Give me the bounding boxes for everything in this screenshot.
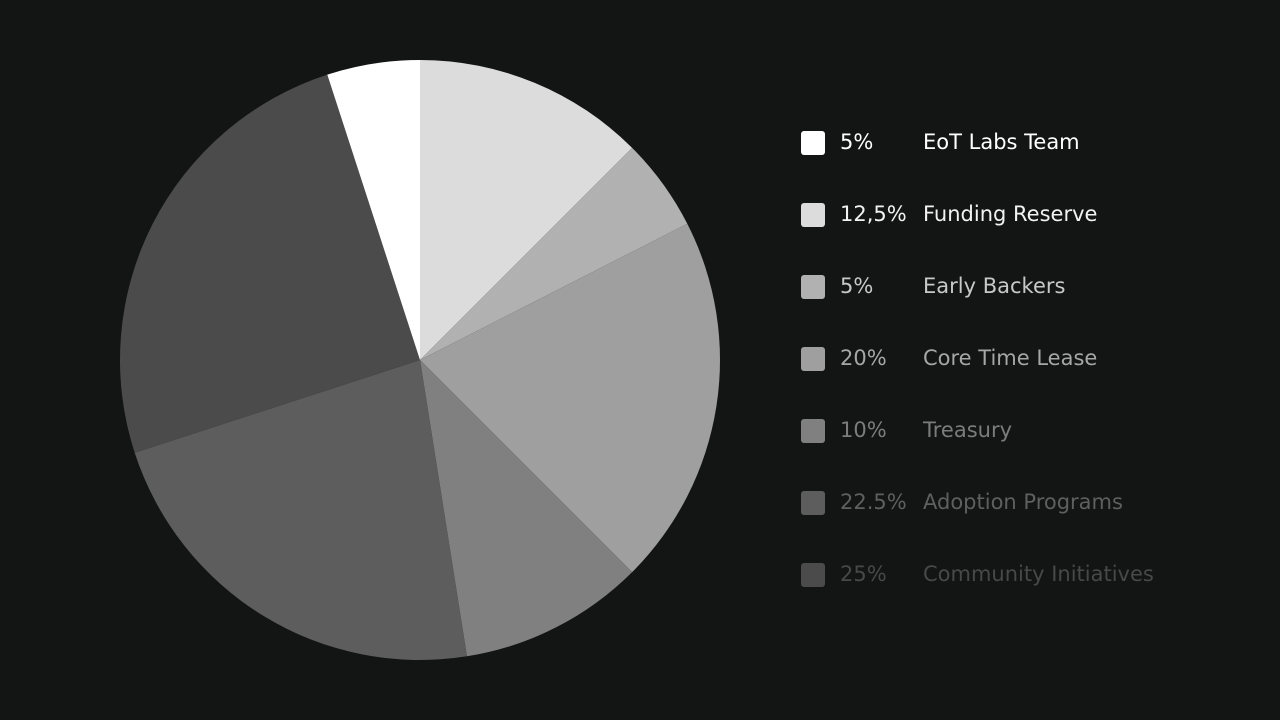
legend-percent: 20% (840, 346, 887, 370)
legend-item-adoption-programs: 22.5% Adoption Programs (801, 478, 1221, 550)
legend-label: Funding Reserve (923, 202, 1098, 226)
pie-slice-adoption-programs (134, 360, 467, 661)
pie-slice-early-backers (420, 147, 688, 360)
pie-chart (119, 60, 720, 661)
legend-swatch (801, 275, 825, 299)
legend-swatch (801, 203, 825, 227)
legend-swatch (801, 347, 825, 371)
legend-swatch (801, 419, 825, 443)
legend-swatch (801, 563, 825, 587)
legend-item-treasury: 10% Treasury (801, 406, 1221, 478)
legend-item-funding-reserve: 12,5% Funding Reserve (801, 190, 1221, 262)
legend-label: Early Backers (923, 274, 1066, 298)
pie-slice-treasury (420, 360, 633, 657)
legend-swatch (801, 491, 825, 515)
legend-item-core-time-lease: 20% Core Time Lease (801, 334, 1221, 406)
legend-percent: 12,5% (840, 202, 907, 226)
legend-percent: 22.5% (840, 490, 907, 514)
legend-label: Community Initiatives (923, 562, 1154, 586)
legend-label: Adoption Programs (923, 490, 1123, 514)
pie-slice-core-time-lease (420, 223, 720, 573)
legend-label: EoT Labs Team (923, 130, 1080, 154)
legend-percent: 5% (840, 130, 874, 154)
legend-label: Treasury (923, 418, 1013, 442)
pie-slice-funding-reserve (420, 60, 633, 360)
legend: 5% EoT Labs Team 12,5% Funding Reserve 5… (801, 118, 1221, 622)
legend-item-community-initiatives: 25% Community Initiatives (801, 550, 1221, 622)
legend-swatch (801, 131, 825, 155)
legend-percent: 10% (840, 418, 887, 442)
legend-item-eot-labs-team: 5% EoT Labs Team (801, 118, 1221, 190)
legend-item-early-backers: 5% Early Backers (801, 262, 1221, 334)
legend-label: Core Time Lease (923, 346, 1098, 370)
legend-percent: 25% (840, 562, 887, 586)
pie-slice-eot-labs-team (327, 60, 420, 360)
pie-slice-community-initiatives (119, 74, 420, 453)
legend-percent: 5% (840, 274, 874, 298)
